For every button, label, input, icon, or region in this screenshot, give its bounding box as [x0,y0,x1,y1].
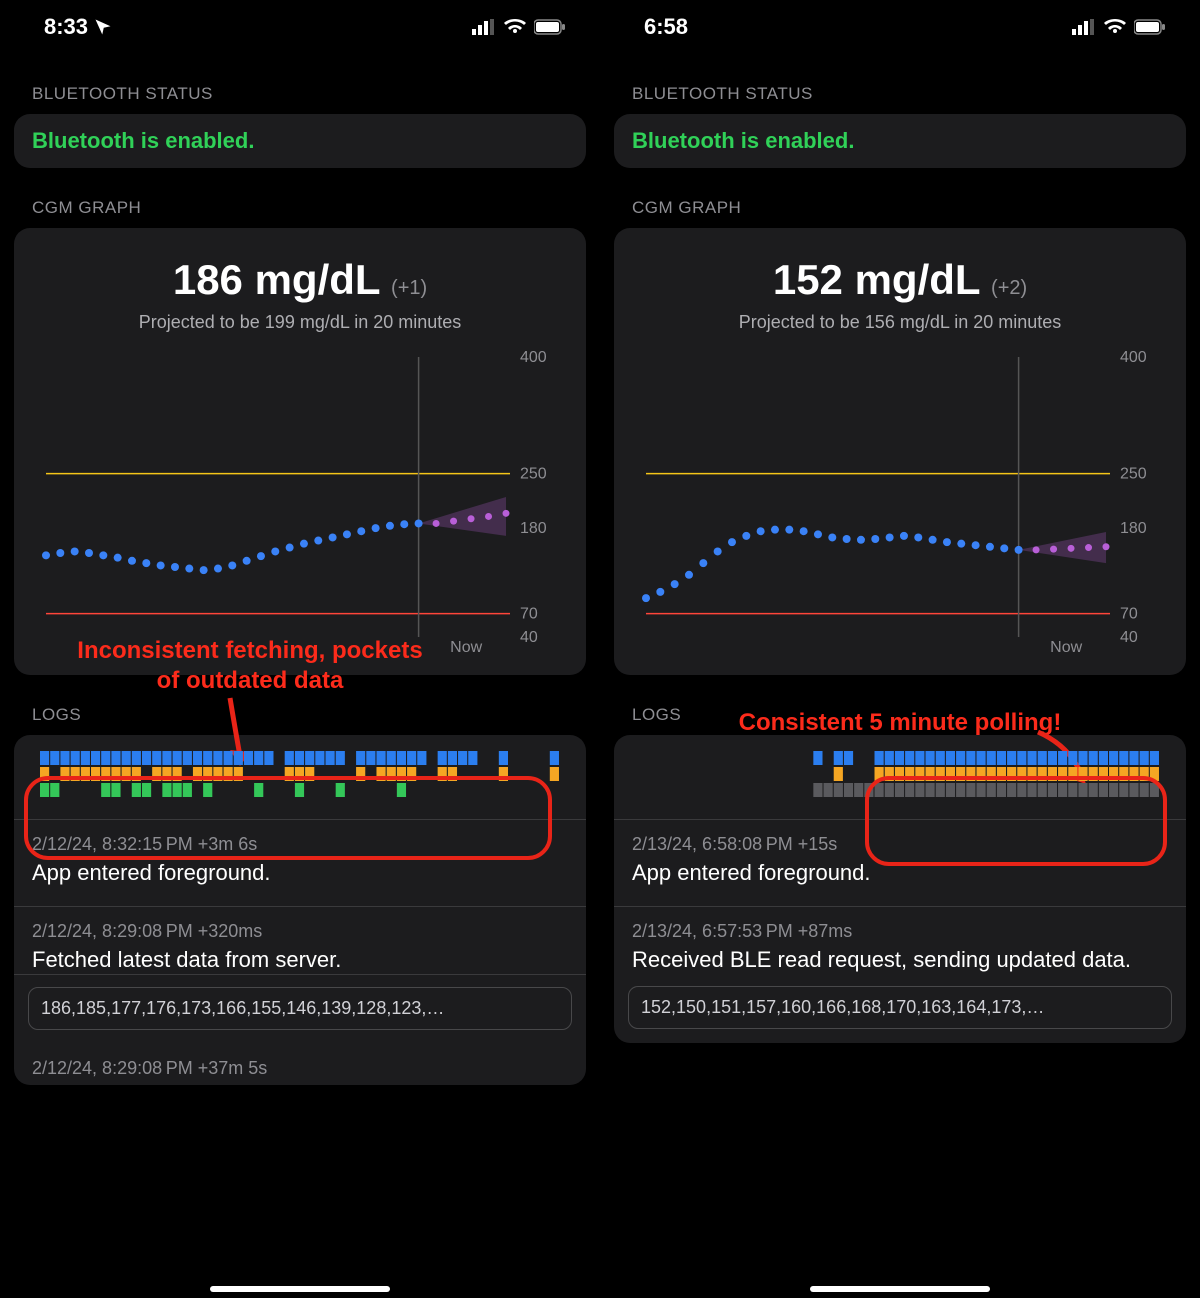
cgm-delta: (+2) [991,277,1027,299]
log-entry[interactable]: 2/12/24, 8:29:08 PM +320ms Fetched lates… [14,907,586,976]
now-label: Now [1050,639,1082,657]
svg-text:180: 180 [1120,520,1147,537]
cgm-chart[interactable]: 400 250 180 70 40 Now [632,347,1168,657]
svg-text:70: 70 [1120,606,1138,623]
svg-text:70: 70 [520,606,538,623]
log-timestamp: 2/13/24, 6:57:53 PM +87ms [632,921,1168,942]
logs-header: LOGS [632,705,1186,725]
now-label: Now [450,639,482,657]
log-entry[interactable]: 2/13/24, 6:57:53 PM +87ms Received BLE r… [614,907,1186,975]
logs-card: 2/13/24, 6:58:08 PM +15s App entered for… [614,735,1186,1043]
status-icons [1072,19,1166,35]
cgm-card: 152 mg/dL (+2) Projected to be 156 mg/dL… [614,228,1186,675]
logs-timeline[interactable] [614,735,1186,819]
cgm-chart[interactable]: 400 250 180 70 40 Now [32,347,568,657]
home-indicator[interactable] [210,1286,390,1292]
cgm-card: 186 mg/dL (+1) Projected to be 199 mg/dL… [14,228,586,675]
logs-header: LOGS [32,705,586,725]
cellular-icon [472,19,496,35]
log-entry[interactable]: 2/12/24, 8:32:15 PM +3m 6s App entered f… [14,819,586,907]
log-message: App entered foreground. [32,859,568,888]
status-bar: 8:33 [14,0,586,54]
log-timestamp: 2/12/24, 8:29:08 PM +37m 5s [32,1058,568,1079]
log-message: Received BLE read request, sending updat… [632,946,1168,975]
svg-text:250: 250 [1120,466,1147,483]
bt-status-text: Bluetooth is enabled. [632,128,1168,154]
log-data-values[interactable]: 152,150,151,157,160,166,168,170,163,164,… [628,986,1172,1029]
log-data-values[interactable]: 186,185,177,176,173,166,155,146,139,128,… [28,987,572,1030]
battery-icon [1134,19,1166,35]
phone-left: 8:33 BLUETOOTH STATUS Bluetooth is enabl… [0,0,600,1298]
svg-text:400: 400 [1120,349,1147,366]
log-entry[interactable]: 2/13/24, 6:58:08 PM +15s App entered for… [614,819,1186,907]
battery-icon [534,19,566,35]
status-time: 6:58 [644,14,688,40]
bt-card: Bluetooth is enabled. [14,114,586,168]
logs-card: 2/12/24, 8:32:15 PM +3m 6s App entered f… [14,735,586,1085]
log-message: App entered foreground. [632,859,1168,888]
svg-text:250: 250 [520,466,547,483]
svg-text:400: 400 [520,349,547,366]
status-time: 8:33 [44,14,112,40]
log-timestamp: 2/12/24, 8:32:15 PM +3m 6s [32,834,568,855]
wifi-icon [504,19,526,35]
log-message: Fetched latest data from server. [32,946,568,975]
bt-header: BLUETOOTH STATUS [32,84,586,104]
bt-card: Bluetooth is enabled. [614,114,1186,168]
svg-text:40: 40 [520,629,538,646]
phone-right: 6:58 BLUETOOTH STATUS Bluetooth is enabl… [600,0,1200,1298]
cgm-value: 186 mg/dL [173,256,381,303]
logs-timeline[interactable] [14,735,586,819]
cgm-delta: (+1) [391,277,427,299]
home-indicator[interactable] [810,1286,990,1292]
bt-header: BLUETOOTH STATUS [632,84,1186,104]
svg-text:40: 40 [1120,629,1138,646]
bt-status-text: Bluetooth is enabled. [32,128,568,154]
cellular-icon [1072,19,1096,35]
log-entry[interactable]: 2/12/24, 8:29:08 PM +37m 5s [14,1044,586,1085]
svg-text:180: 180 [520,520,547,537]
log-timestamp: 2/13/24, 6:58:08 PM +15s [632,834,1168,855]
status-bar: 6:58 [614,0,1186,54]
status-icons [472,19,566,35]
cgm-header: CGM GRAPH [632,198,1186,218]
cgm-header: CGM GRAPH [32,198,586,218]
log-timestamp: 2/12/24, 8:29:08 PM +320ms [32,921,568,942]
cgm-projection: Projected to be 156 mg/dL in 20 minutes [632,312,1168,333]
cgm-value: 152 mg/dL [773,256,981,303]
wifi-icon [1104,19,1126,35]
cgm-projection: Projected to be 199 mg/dL in 20 minutes [32,312,568,333]
